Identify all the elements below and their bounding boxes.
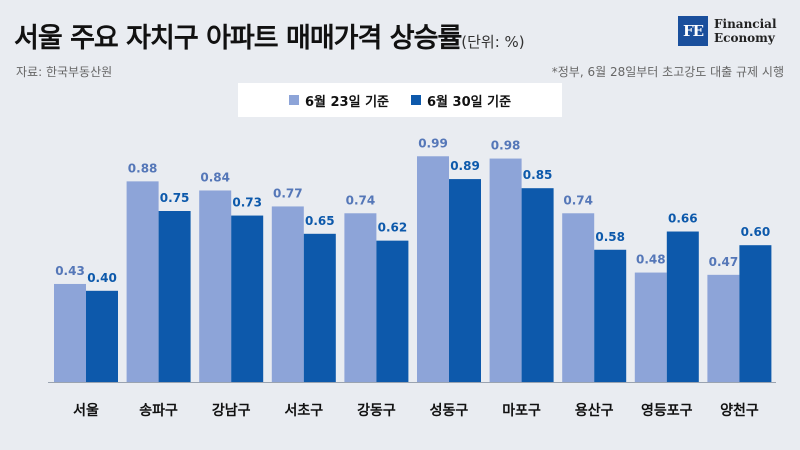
chart-title: 서울 주요 자치구 아파트 매매가격 상승률(단위: %) [14, 16, 525, 55]
logo-text: Financial Economy [714, 17, 777, 45]
brand-logo: FE Financial Economy [678, 16, 777, 46]
source-label: 자료: 한국부동산원 [16, 65, 113, 79]
data-label-series-2-9: 0.66 [668, 212, 698, 226]
data-label-series-2-2: 0.75 [160, 191, 190, 205]
logo-line-2: Economy [714, 31, 775, 45]
data-label-series-1-7: 0.98 [491, 139, 521, 153]
bar-series-2-10 [739, 245, 772, 382]
x-tick-label-8: 용산구 [575, 402, 614, 419]
data-label-series-2-3: 0.73 [232, 196, 262, 210]
legend-label-series-1: 6월 23일 기준 [304, 94, 389, 110]
bar-series-1-4 [271, 206, 304, 382]
data-label-series-2-6: 0.89 [450, 159, 480, 173]
bar-series-1-8 [562, 213, 595, 382]
bar-series-2-4 [303, 233, 336, 382]
bar-series-1-5 [344, 213, 377, 382]
bar-series-2-5 [376, 240, 409, 382]
data-label-series-1-6: 0.99 [418, 136, 448, 150]
data-label-series-1-8: 0.74 [563, 193, 593, 207]
logo-mark: FE [678, 16, 708, 46]
data-label-series-2-5: 0.62 [378, 221, 408, 235]
x-tick-label-1: 서울 [73, 402, 99, 419]
title-text: 서울 주요 자치구 아파트 매매가격 상승률 [14, 23, 462, 54]
bar-series-1-10 [707, 274, 740, 382]
data-label-series-1-2: 0.88 [128, 161, 158, 175]
data-label-series-2-10: 0.60 [741, 225, 771, 239]
data-label-series-2-1: 0.40 [87, 271, 117, 285]
x-tick-label-4: 서초구 [284, 403, 323, 419]
footnote: *정부, 6월 28일부터 초고강도 대출 규제 시행 [551, 65, 784, 79]
bar-series-1-1 [54, 283, 86, 382]
x-tick-label-6: 성동구 [430, 403, 469, 419]
data-label-series-1-10: 0.47 [709, 255, 739, 269]
data-label-series-1-4: 0.77 [273, 186, 303, 200]
bar-series-2-9 [666, 231, 699, 382]
bar-series-2-2 [158, 211, 191, 382]
legend-swatch-series-2 [411, 95, 421, 105]
x-tick-label-5: 강동구 [357, 402, 396, 419]
chart-legend: 6월 23일 기준 6월 30일 기준 [238, 83, 562, 117]
x-tick-label-2: 송파구 [139, 403, 178, 419]
bar-series-2-8 [594, 249, 627, 382]
bar-series-2-1 [86, 290, 118, 382]
x-tick-label-10: 양천구 [720, 403, 759, 419]
logo-line-1: Financial [714, 17, 777, 31]
bar-series-1-3 [199, 190, 232, 382]
legend-swatch-series-1 [288, 95, 299, 105]
data-label-series-1-1: 0.43 [55, 264, 85, 278]
bar-series-1-2 [126, 181, 159, 382]
unit-label: (단위: %) [461, 33, 525, 51]
data-label-series-2-4: 0.65 [305, 214, 335, 228]
legend-item-series-2: 6월 30일 기준 [411, 91, 511, 110]
bar-series-2-6 [449, 179, 481, 382]
bar-series-2-3 [231, 215, 264, 382]
data-label-series-1-9: 0.48 [636, 253, 666, 267]
data-label-series-1-5: 0.74 [346, 193, 376, 207]
legend-label-series-2: 6월 30일 기준 [427, 94, 512, 110]
x-tick-label-9: 영등포구 [641, 402, 693, 419]
bar-series-1-9 [634, 272, 667, 382]
x-tick-label-3: 강남구 [212, 402, 251, 419]
bar-series-2-7 [521, 188, 554, 382]
legend-item-series-1: 6월 23일 기준 [288, 91, 389, 110]
x-tick-label-7: 마포구 [502, 403, 541, 419]
bar-series-1-6 [417, 156, 449, 382]
bar-series-1-7 [489, 158, 522, 382]
data-label-series-2-8: 0.58 [595, 230, 625, 244]
data-label-series-1-3: 0.84 [200, 170, 230, 184]
data-label-series-2-7: 0.85 [523, 168, 553, 182]
